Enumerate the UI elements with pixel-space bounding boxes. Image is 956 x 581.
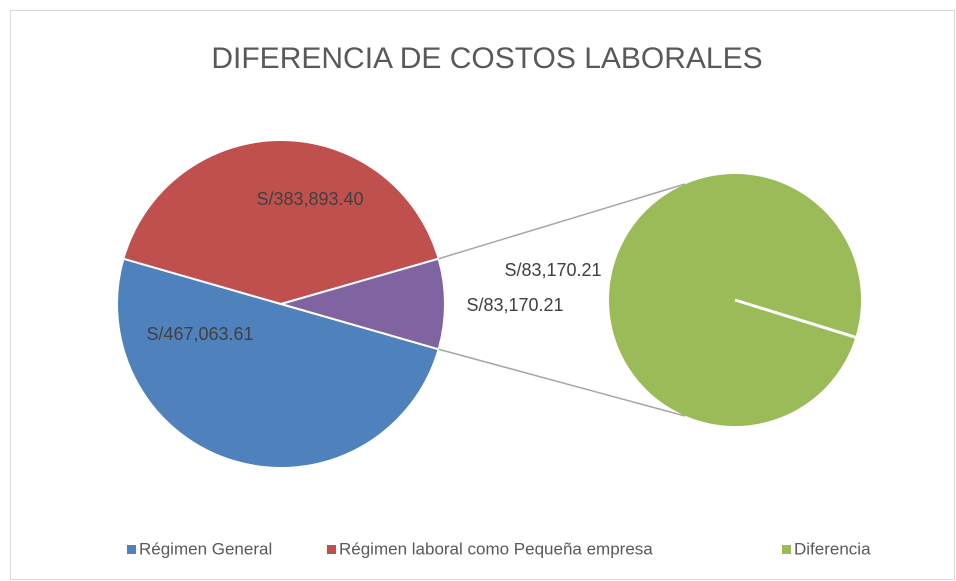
connector-line — [438, 348, 686, 417]
legend-label: Régimen General — [139, 539, 272, 558]
legend-swatch — [327, 545, 336, 554]
pie-slice — [116, 257, 440, 469]
data-label: S/83,170.21 — [504, 260, 601, 280]
slice-border — [734, 298, 856, 339]
legend-swatch — [127, 545, 136, 554]
data-label: S/83,170.21 — [466, 295, 563, 315]
legend-swatch — [782, 545, 791, 554]
legend-label: Régimen laboral como Pequeña empresa — [339, 539, 653, 558]
pie-slice — [122, 139, 440, 306]
legend-label: Diferencia — [794, 539, 871, 558]
data-label: S/383,893.40 — [256, 189, 363, 209]
pie-slice-other — [277, 257, 446, 351]
chart-title: DIFERENCIA DE COSTOS LABORALES — [211, 42, 762, 75]
data-label: S/467,063.61 — [146, 324, 253, 344]
connector-line — [438, 183, 686, 260]
